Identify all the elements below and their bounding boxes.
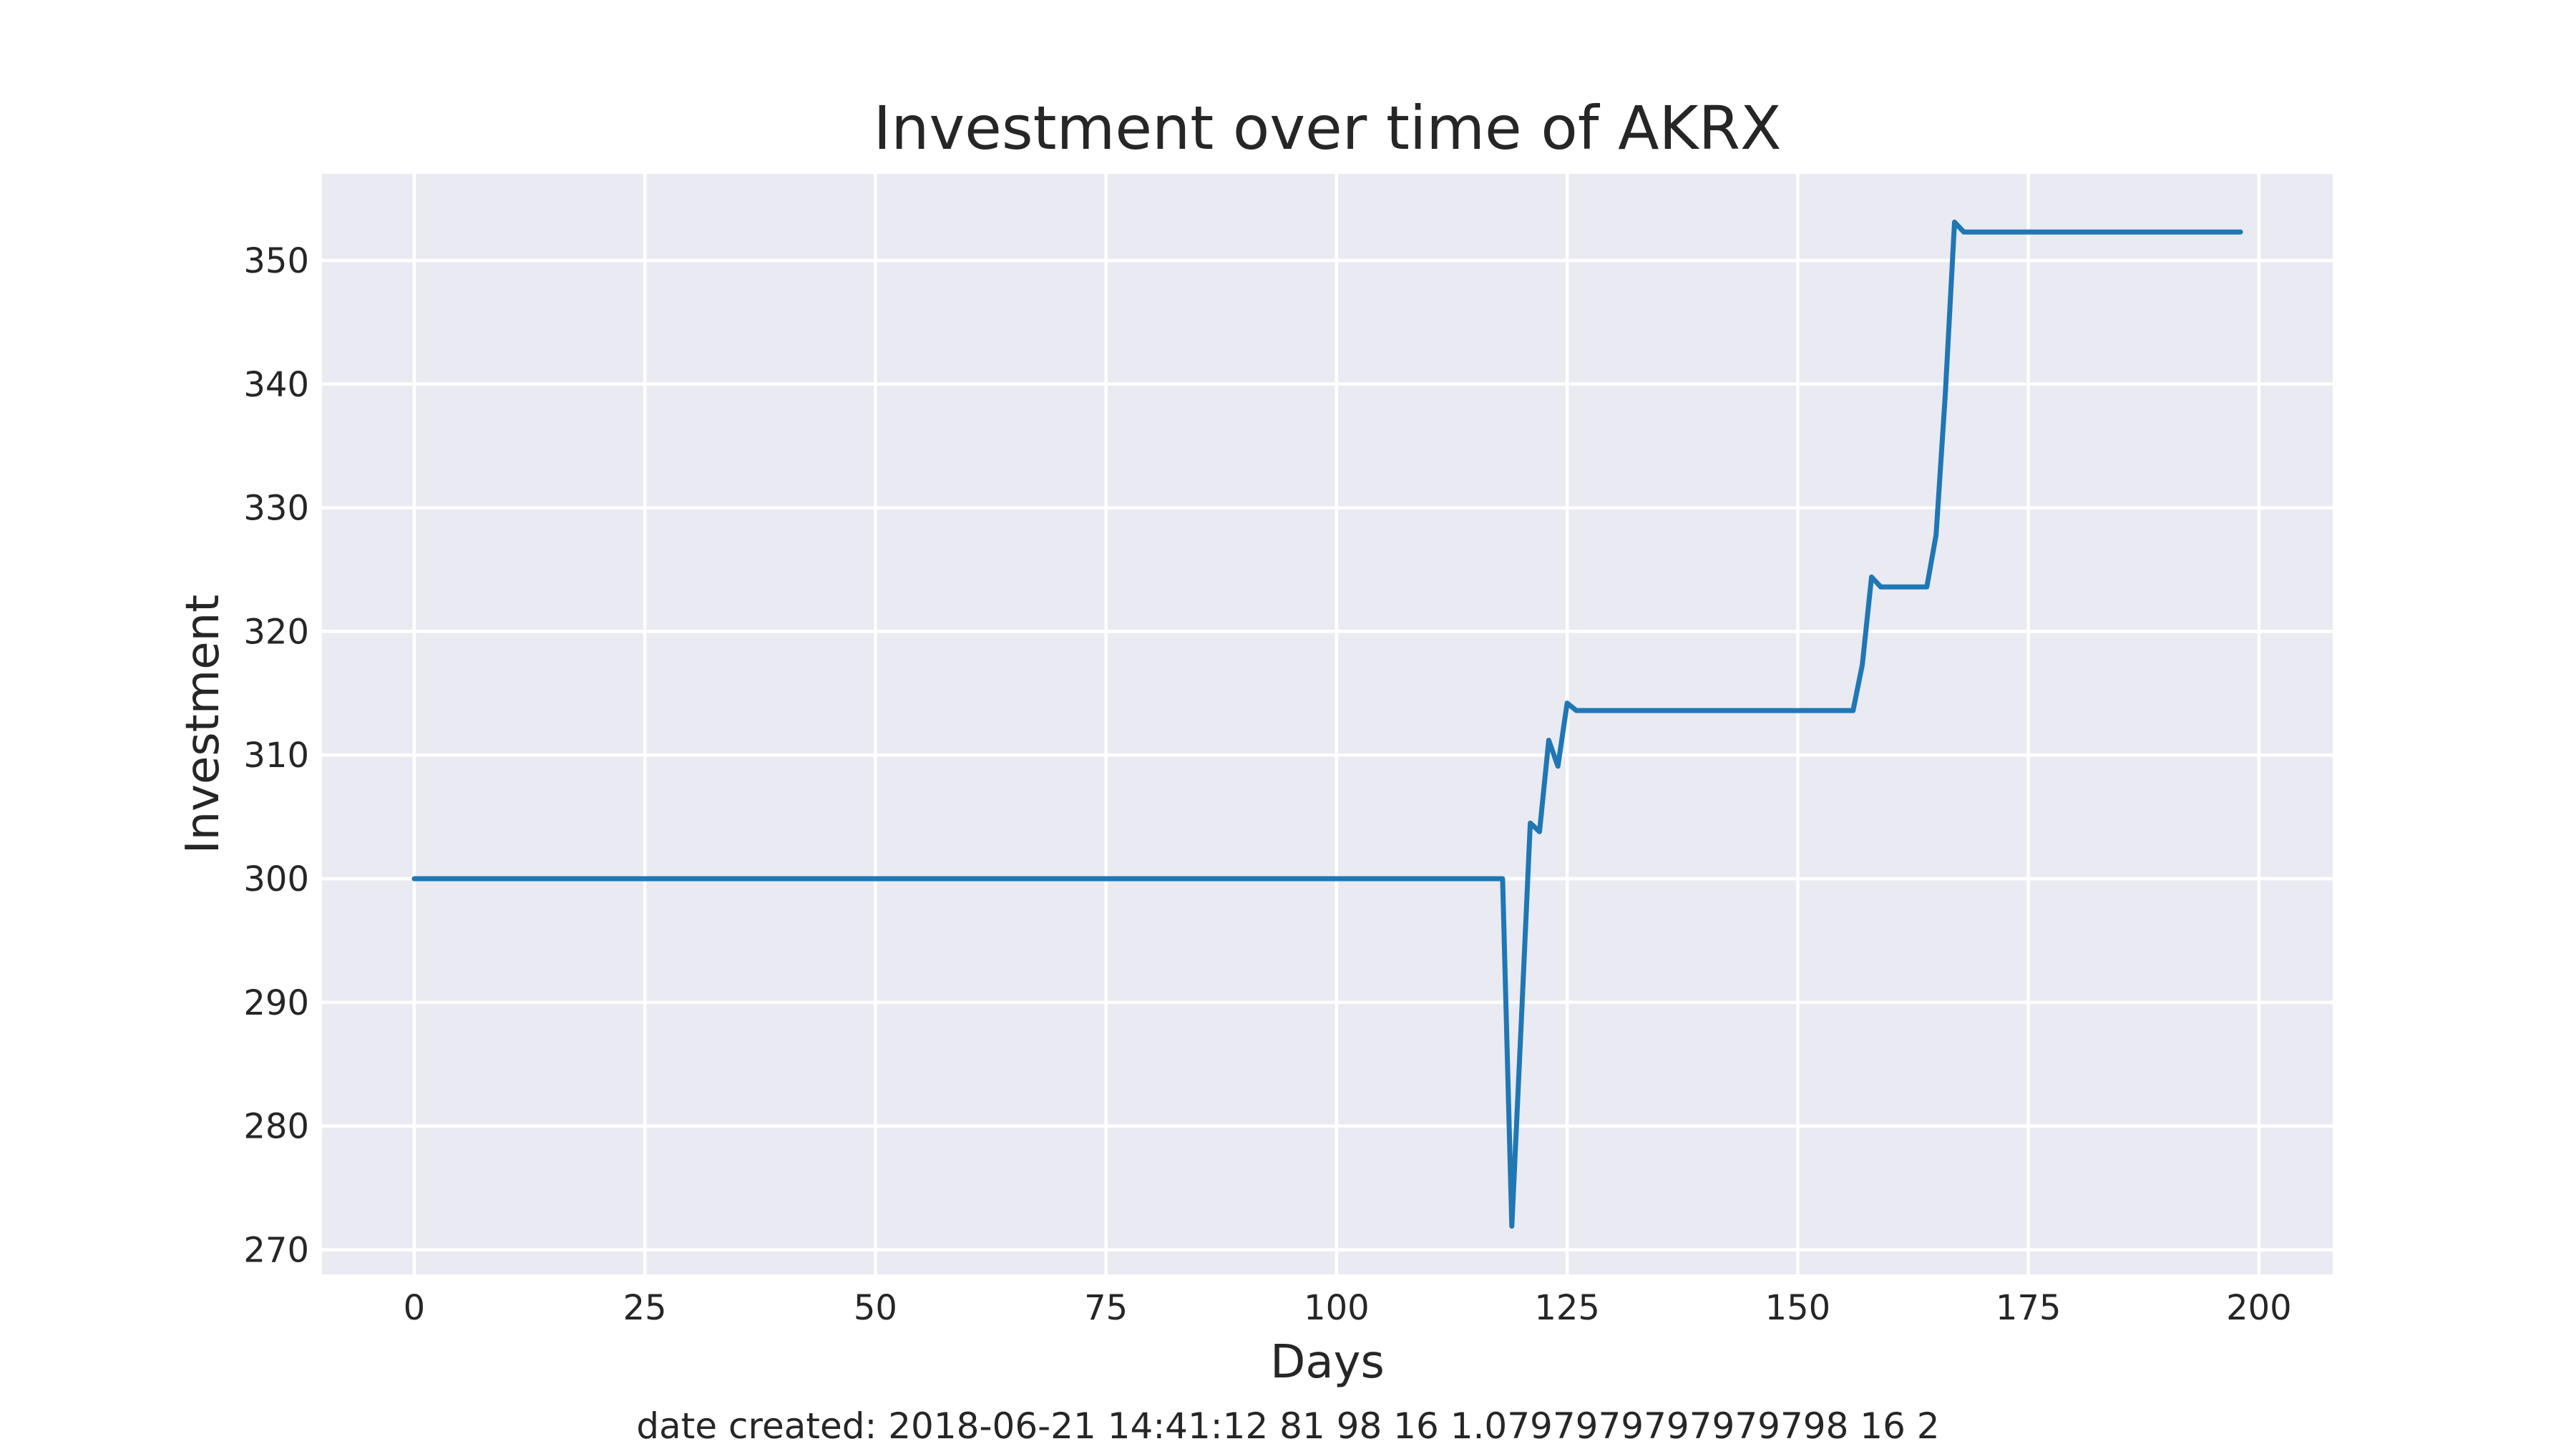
y-axis-label: Investment	[177, 595, 230, 854]
y-tick-label: 300	[243, 859, 309, 899]
date-created-footer: date created: 2018-06-21 14:41:12 81 98 …	[636, 1405, 1939, 1447]
x-axis-label: Days	[1270, 1336, 1385, 1389]
x-tick-label: 75	[1084, 1288, 1128, 1328]
y-tick-label: 340	[243, 365, 309, 405]
y-tick-label: 280	[243, 1107, 309, 1147]
x-gridlines	[412, 174, 2261, 1274]
x-tick-label: 175	[1996, 1288, 2062, 1328]
y-tick-labels: 270 280 290 300 310 320 330 340 350	[243, 241, 309, 1270]
y-tick-label: 270	[243, 1230, 309, 1270]
x-tick-label: 125	[1534, 1288, 1600, 1328]
x-tick-label: 100	[1304, 1288, 1370, 1328]
chart-title: Investment over time of AKRX	[873, 93, 1781, 163]
y-tick-label: 330	[243, 489, 309, 529]
y-tick-label: 290	[243, 983, 309, 1023]
x-tick-label: 150	[1765, 1288, 1831, 1328]
x-tick-label: 0	[404, 1288, 426, 1328]
x-tick-label: 50	[854, 1288, 897, 1328]
y-tick-label: 350	[243, 241, 309, 281]
x-tick-label: 25	[623, 1288, 667, 1328]
x-tick-labels: 0 25 50 75 100 125 150 175 200	[404, 1288, 2292, 1328]
plot-background	[322, 174, 2333, 1274]
y-tick-label: 310	[243, 736, 309, 776]
series-layer	[411, 219, 2243, 1229]
y-tick-label: 320	[243, 612, 309, 652]
series-line	[411, 219, 2243, 1229]
x-tick-label: 200	[2226, 1288, 2292, 1328]
